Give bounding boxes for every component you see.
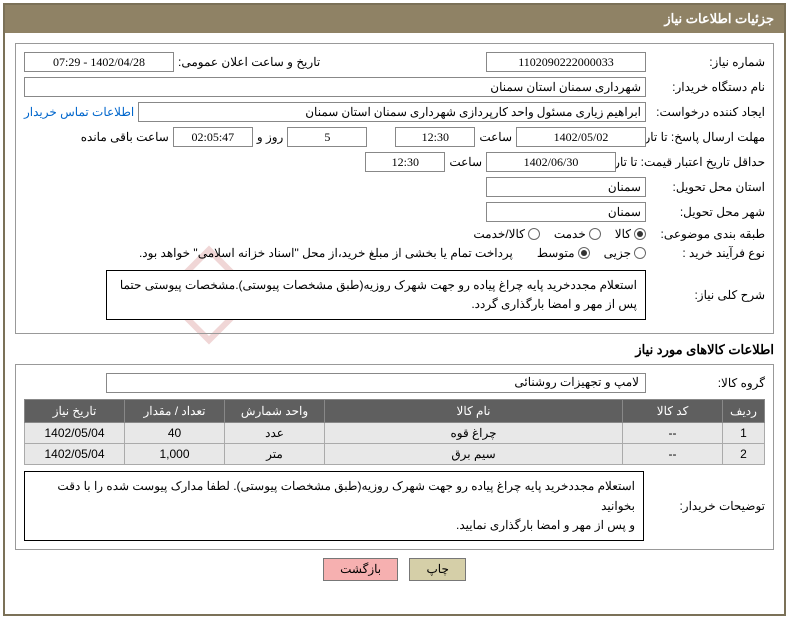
th-row: ردیف xyxy=(723,400,765,423)
overview-text: استعلام مجددخرید پایه چراغ پیاده رو جهت … xyxy=(106,270,646,320)
table-row: 2--سیم برقمتر1,0001402/05/04 xyxy=(25,444,765,465)
group-field: لامپ و تجهیزات روشنائی xyxy=(106,373,646,393)
radio-service[interactable]: خدمت xyxy=(554,227,601,241)
time-label-2: ساعت xyxy=(449,155,482,169)
overview-label: شرح کلی نیاز: xyxy=(650,288,765,302)
buyer-desc-label: توضیحات خریدار: xyxy=(650,499,765,513)
deadline-label: مهلت ارسال پاسخ: تا تاریخ: xyxy=(650,130,765,144)
print-button[interactable]: چاپ xyxy=(409,558,465,581)
radio-proc-medium[interactable]: متوسط xyxy=(537,246,590,260)
items-section-title: اطلاعات کالاهای مورد نیاز xyxy=(15,342,774,358)
table-row: 1--چراغ قوهعدد401402/05/04 xyxy=(25,423,765,444)
th-name: نام کالا xyxy=(325,400,623,423)
radio-both[interactable]: کالا/خدمت xyxy=(473,227,539,241)
province-field xyxy=(486,177,646,197)
group-label: گروه کالا: xyxy=(650,376,765,390)
need-no-field xyxy=(486,52,646,72)
days-and-label: روز و xyxy=(257,130,284,144)
items-table: ردیف کد کالا نام کالا واحد شمارش تعداد /… xyxy=(24,399,765,465)
deadline-date-field xyxy=(516,127,646,147)
city-field xyxy=(486,202,646,222)
days-count-field xyxy=(287,127,367,147)
remaining-label: ساعت باقی مانده xyxy=(81,130,169,144)
validity-time-field xyxy=(365,152,445,172)
contact-link[interactable]: اطلاعات تماس خریدار xyxy=(24,105,134,119)
province-label: استان محل تحویل: xyxy=(650,180,765,194)
th-code: کد کالا xyxy=(623,400,723,423)
th-unit: واحد شمارش xyxy=(225,400,325,423)
radio-proc-small[interactable]: جزیی xyxy=(604,246,646,260)
city-label: شهر محل تحویل: xyxy=(650,205,765,219)
deadline-time-field xyxy=(395,127,475,147)
panel-header: جزئیات اطلاعات نیاز xyxy=(5,5,784,33)
buyer-desc-text: استعلام مجددخرید پایه چراغ پیاده رو جهت … xyxy=(24,471,644,541)
th-qty: تعداد / مقدار xyxy=(125,400,225,423)
requester-field xyxy=(138,102,646,122)
buyer-org-label: نام دستگاه خریدار: xyxy=(650,80,765,94)
process-note: پرداخت تمام یا بخشی از مبلغ خرید،از محل … xyxy=(139,246,513,260)
th-date: تاریخ نیاز xyxy=(25,400,125,423)
requester-label: ایجاد کننده درخواست: xyxy=(650,105,765,119)
process-label: نوع فرآیند خرید : xyxy=(650,246,765,260)
category-label: طبقه بندی موضوعی: xyxy=(650,227,765,241)
need-no-label: شماره نیاز: xyxy=(650,55,765,69)
countdown-field xyxy=(173,127,253,147)
announce-label: تاریخ و ساعت اعلان عمومی: xyxy=(178,55,320,69)
buyer-org-field xyxy=(24,77,646,97)
announce-field xyxy=(24,52,174,72)
radio-goods[interactable]: کالا xyxy=(615,227,646,241)
validity-label: حداقل تاریخ اعتبار قیمت: تا تاریخ: xyxy=(620,155,765,169)
time-label-1: ساعت xyxy=(479,130,512,144)
back-button[interactable]: بازگشت xyxy=(323,558,398,581)
validity-date-field xyxy=(486,152,616,172)
